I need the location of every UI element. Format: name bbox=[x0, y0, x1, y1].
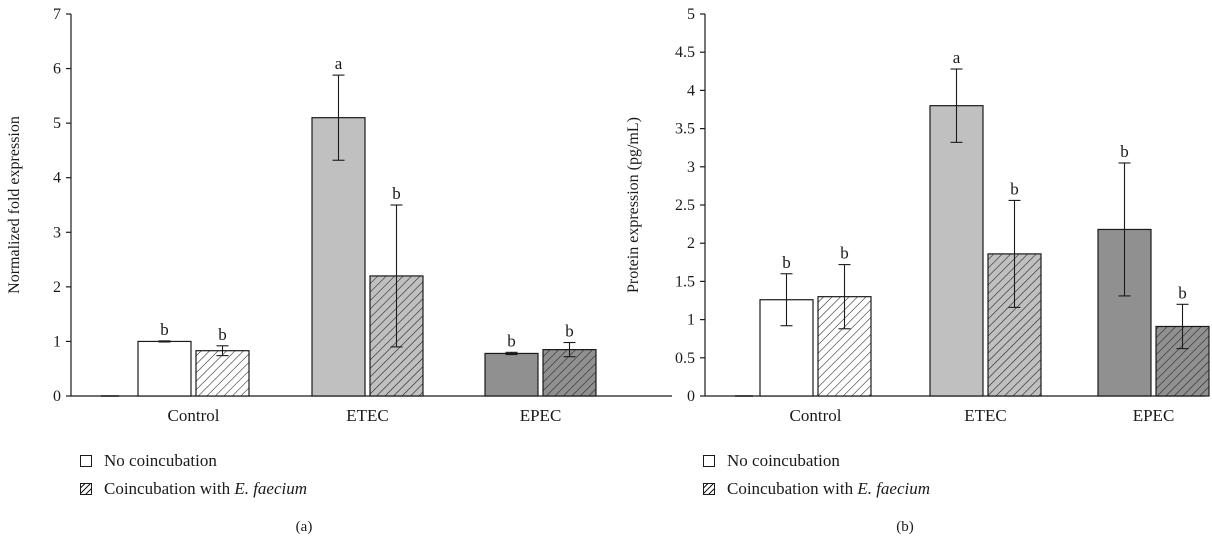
legend-b: No coincubation Coincubation with E. fae… bbox=[703, 450, 930, 506]
x-category-label: ETEC bbox=[346, 406, 389, 425]
x-category-label: EPEC bbox=[1133, 406, 1175, 425]
y-tick-label: 4 bbox=[687, 82, 695, 99]
y-axis-label: Protein expression (pg/mL) bbox=[625, 117, 642, 293]
panel-caption-a: (a) bbox=[295, 519, 313, 535]
x-category-label: Control bbox=[168, 406, 220, 425]
significance-letter: b bbox=[1178, 283, 1187, 302]
y-tick-label: 0 bbox=[53, 388, 61, 405]
y-tick-label: 1 bbox=[687, 312, 695, 329]
y-tick-label: 7 bbox=[53, 6, 61, 23]
y-tick-label: 5 bbox=[687, 6, 695, 23]
legend-a: No coincubation Coincubation with E. fae… bbox=[80, 450, 307, 506]
significance-letter: a bbox=[335, 54, 343, 73]
legend-label-italic: E. faecium bbox=[234, 479, 308, 498]
y-axis-label: Normalized fold expression bbox=[6, 116, 23, 294]
bar-epec-coincubation bbox=[542, 349, 597, 397]
y-tick-label: 4 bbox=[53, 170, 61, 187]
y-tick-label: 3.5 bbox=[675, 121, 695, 138]
y-tick-label: 1.5 bbox=[675, 273, 695, 290]
y-tick-label: 0 bbox=[687, 388, 695, 405]
bar-epec-no-coincubation bbox=[484, 352, 539, 397]
legend-item-no-coincubation: No coincubation bbox=[703, 450, 930, 472]
panel-caption-b: (b) bbox=[896, 519, 914, 535]
significance-letter: a bbox=[953, 48, 961, 67]
significance-letter: b bbox=[565, 322, 574, 341]
legend-label: No coincubation bbox=[104, 451, 217, 470]
x-category-label: ETEC bbox=[964, 406, 1007, 425]
bar-etec-no-coincubation bbox=[929, 105, 984, 397]
bar-etec-no-coincubation bbox=[311, 117, 366, 397]
x-category-label: EPEC bbox=[520, 406, 562, 425]
legend-label: Coincubation with bbox=[104, 479, 235, 498]
y-tick-label: 2.5 bbox=[675, 197, 695, 214]
significance-letter: b bbox=[392, 184, 401, 203]
x-category-label: Control bbox=[790, 406, 842, 425]
bar-control-no-coincubation bbox=[137, 340, 192, 397]
y-tick-label: 3 bbox=[53, 224, 61, 241]
bar-control-coincubation bbox=[195, 350, 250, 397]
legend-label: Coincubation with bbox=[727, 479, 858, 498]
significance-letter: b bbox=[160, 320, 169, 339]
y-tick-label: 2 bbox=[687, 235, 695, 252]
significance-letter: b bbox=[840, 244, 849, 263]
legend-swatch-plain bbox=[703, 455, 715, 467]
significance-letter: b bbox=[218, 325, 227, 344]
significance-letter: b bbox=[1010, 179, 1019, 198]
legend-item-coincubation: Coincubation with E. faecium bbox=[703, 478, 930, 500]
y-tick-label: 5 bbox=[53, 115, 61, 132]
y-tick-label: 1 bbox=[53, 333, 61, 350]
legend-item-no-coincubation: No coincubation bbox=[80, 450, 307, 472]
y-tick-label: 0.5 bbox=[675, 350, 695, 367]
legend-swatch-hatched bbox=[80, 483, 92, 495]
legend-label-italic: E. faecium bbox=[857, 479, 931, 498]
y-tick-label: 4.5 bbox=[675, 44, 695, 61]
y-tick-label: 3 bbox=[687, 159, 695, 176]
y-tick-label: 6 bbox=[53, 61, 61, 78]
legend-label: No coincubation bbox=[727, 451, 840, 470]
significance-letter: b bbox=[782, 253, 791, 272]
legend-swatch-plain bbox=[80, 455, 92, 467]
significance-letter: b bbox=[1120, 142, 1129, 161]
legend-item-coincubation: Coincubation with E. faecium bbox=[80, 478, 307, 500]
legend-swatch-hatched bbox=[703, 483, 715, 495]
significance-letter: b bbox=[507, 331, 516, 350]
y-tick-label: 2 bbox=[53, 279, 61, 296]
